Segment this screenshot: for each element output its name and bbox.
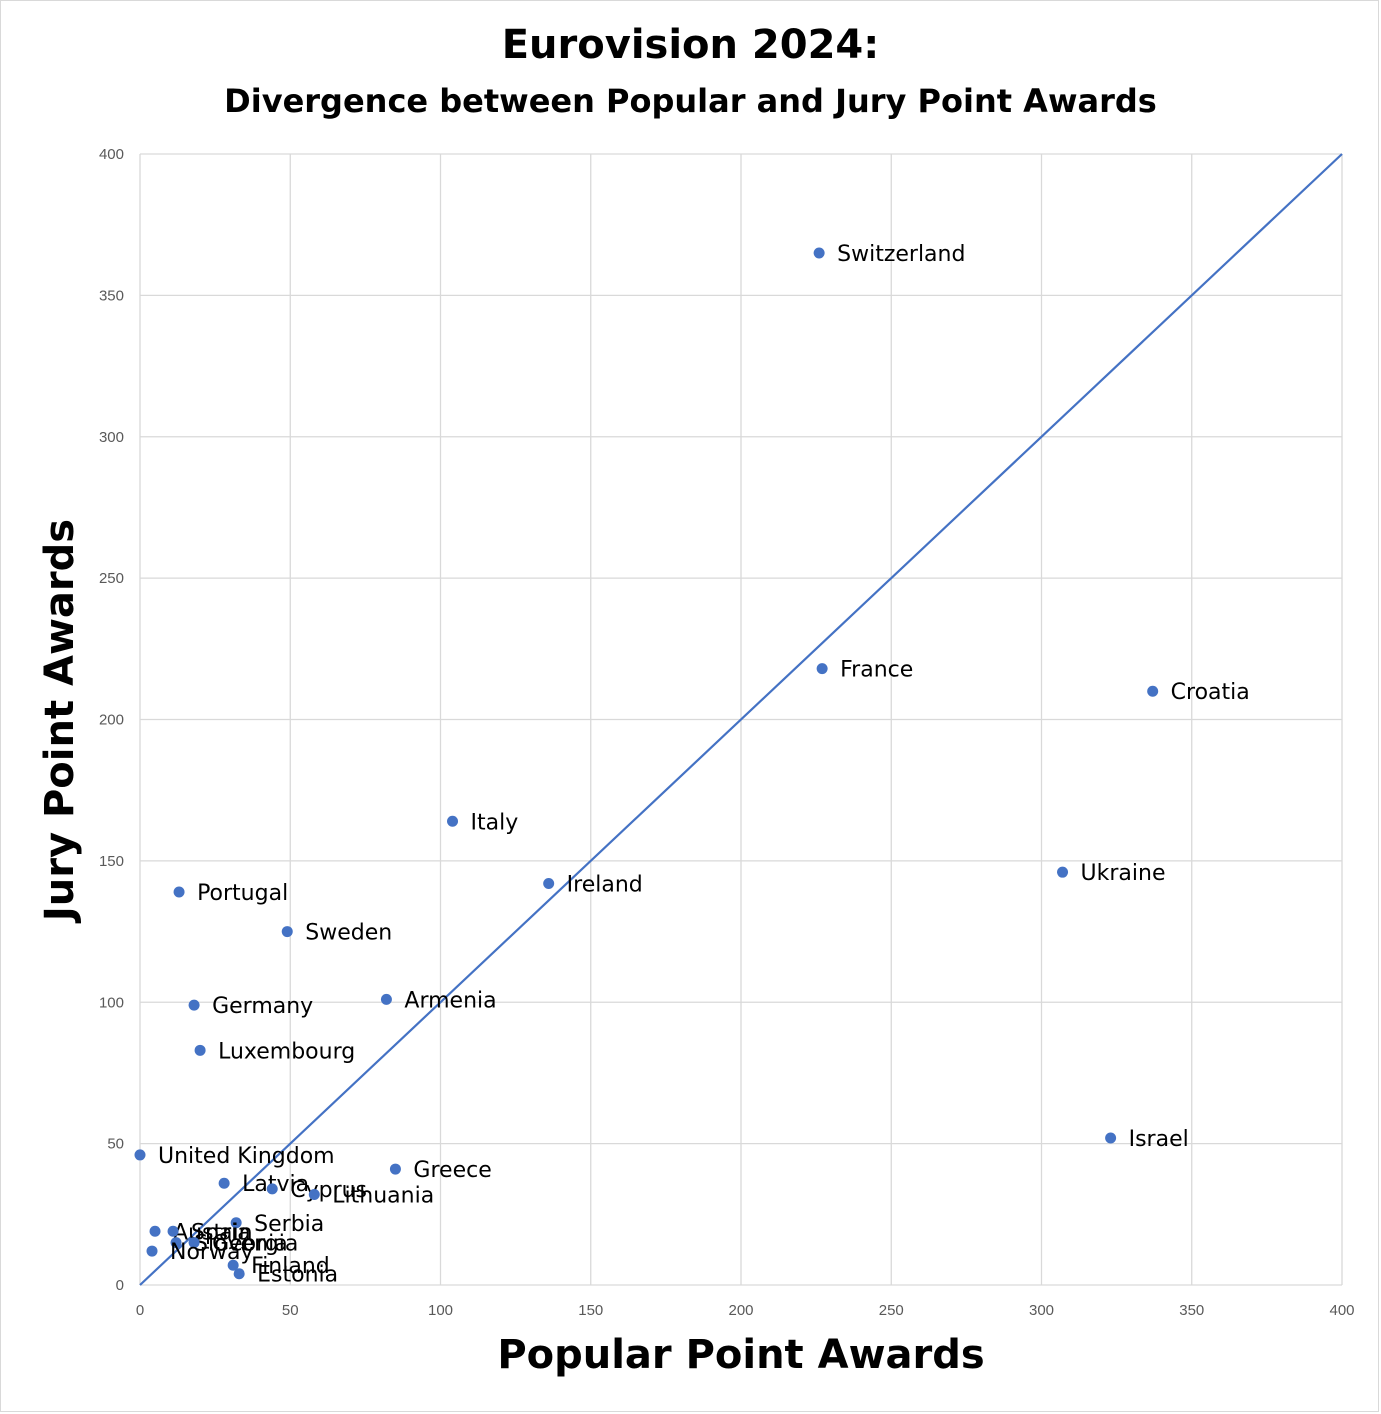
y-tick-label: 350 xyxy=(99,287,124,304)
data-label: Slovenia xyxy=(194,1232,288,1257)
data-point xyxy=(813,247,825,259)
gridlines xyxy=(139,153,1343,1286)
y-tick-label: 200 xyxy=(99,712,124,729)
data-label: Austria xyxy=(173,1220,251,1245)
data-label: Greece xyxy=(413,1158,491,1183)
data-label: Portugal xyxy=(197,881,288,906)
data-label: France xyxy=(840,658,913,683)
x-tick-label: 100 xyxy=(428,1302,453,1319)
data-label: Estonia xyxy=(257,1263,338,1288)
y-tick-label: 0 xyxy=(116,1277,124,1294)
data-point xyxy=(281,926,293,938)
x-tick-label: 350 xyxy=(1179,1302,1204,1319)
data-point xyxy=(447,815,459,827)
x-tick-label: 400 xyxy=(1329,1302,1354,1319)
data-label: Germany xyxy=(212,994,313,1019)
data-label: Spain xyxy=(191,1220,252,1245)
data-label: Sweden xyxy=(305,921,392,946)
data-label: Cyprus xyxy=(290,1178,367,1203)
data-point xyxy=(134,1149,146,1161)
x-tick-label: 50 xyxy=(282,1302,299,1319)
reference-line xyxy=(139,153,1343,1286)
data-point xyxy=(173,886,185,898)
data-label: Serbia xyxy=(254,1212,324,1237)
data-label: Finland xyxy=(251,1254,330,1279)
data-label: Croatia xyxy=(1171,680,1250,705)
chart-subtitle: Divergence between Popular and Jury Poin… xyxy=(224,82,1157,120)
data-point xyxy=(194,1044,206,1056)
data-point xyxy=(149,1225,161,1237)
data-point xyxy=(188,1237,200,1249)
data-point xyxy=(1105,1132,1117,1144)
data-points: Switzerland France Croatia Italy Ukraine Irel… xyxy=(134,242,1250,1288)
data-point xyxy=(308,1189,320,1201)
data-point xyxy=(1057,866,1069,878)
y-tick-label: 400 xyxy=(99,146,124,163)
y-tick-label: 250 xyxy=(99,570,124,587)
data-point xyxy=(380,993,392,1005)
data-point xyxy=(233,1268,245,1280)
data-label: Israel xyxy=(1129,1127,1189,1152)
data-point xyxy=(188,999,200,1011)
tick-labels: 0 50 100 150 200 250 300 350 400 0 50 100 150 200 250 3… xyxy=(99,146,1355,1319)
data-label: Italy xyxy=(471,810,519,835)
x-tick-label: 250 xyxy=(879,1302,904,1319)
data-label: Luxembourg xyxy=(218,1039,355,1064)
data-point xyxy=(218,1177,230,1189)
data-point xyxy=(266,1183,278,1195)
data-label: Ireland xyxy=(567,872,643,897)
data-label: Norway xyxy=(170,1240,253,1265)
y-tick-label: 300 xyxy=(99,429,124,446)
data-point xyxy=(227,1259,239,1271)
data-label: Ukraine xyxy=(1081,861,1166,886)
data-label: Georgia xyxy=(212,1232,298,1257)
data-point xyxy=(230,1217,242,1229)
data-label: Switzerland xyxy=(837,242,965,267)
y-tick-label: 100 xyxy=(99,994,124,1011)
y-tick-label: 150 xyxy=(99,853,124,870)
data-label: United Kingdom xyxy=(158,1144,335,1169)
data-point xyxy=(816,663,828,675)
data-point xyxy=(543,877,555,889)
chart-title: Eurovision 2024: xyxy=(501,22,880,68)
data-point xyxy=(146,1245,158,1257)
data-point xyxy=(170,1237,182,1249)
x-tick-label: 300 xyxy=(1029,1302,1054,1319)
data-label: Lithuania xyxy=(332,1184,434,1209)
data-point xyxy=(389,1163,401,1175)
data-label: Armenia xyxy=(404,988,496,1013)
x-axis-label: Popular Point Awards xyxy=(497,1332,985,1378)
x-tick-label: 0 xyxy=(136,1302,144,1319)
y-tick-label: 50 xyxy=(107,1136,124,1153)
diagonal-line xyxy=(139,153,1343,1286)
data-point xyxy=(1147,685,1159,697)
x-tick-label: 200 xyxy=(728,1302,753,1319)
y-axis-label: Jury Point Awards xyxy=(37,518,83,922)
data-point xyxy=(167,1225,179,1237)
x-tick-label: 150 xyxy=(578,1302,603,1319)
